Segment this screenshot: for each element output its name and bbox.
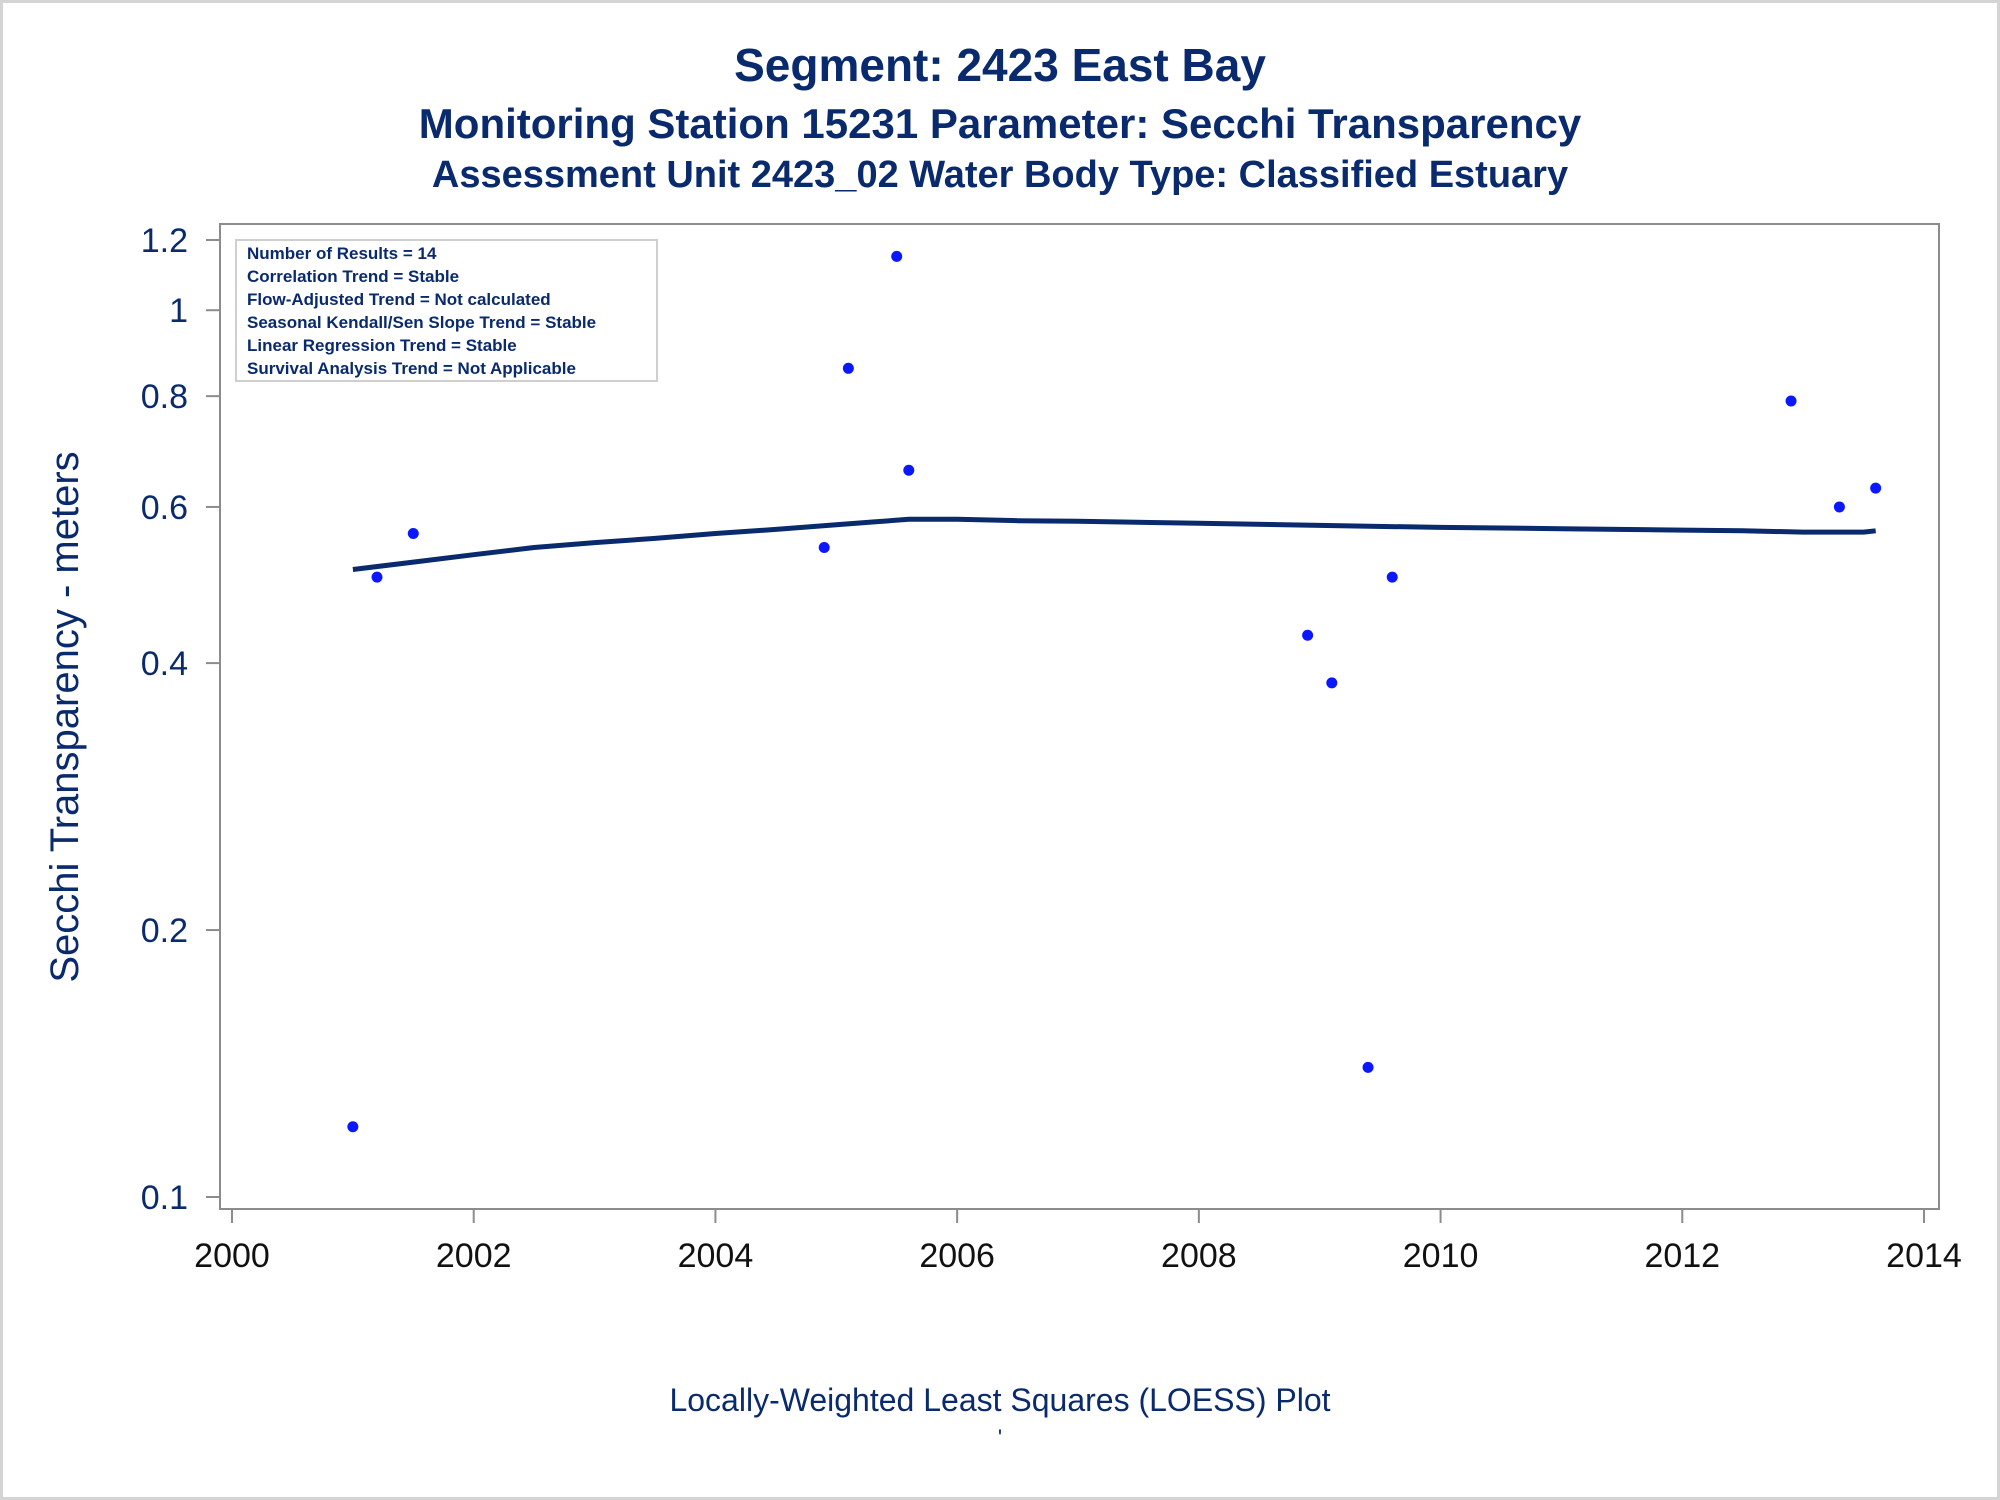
data-point xyxy=(1302,629,1314,641)
statistics-legend-box: Number of Results = 14 Correlation Trend… xyxy=(235,239,658,382)
legend-line-linear-regression: Linear Regression Trend = Stable xyxy=(247,336,517,355)
x-axis: 2000 2002 2004 2006 2008 2010 2012 2014 xyxy=(194,1209,1962,1275)
legend-line-correlation: Correlation Trend = Stable xyxy=(247,267,459,286)
chart-subtitle-assessment: Assessment Unit 2423_02 Water Body Type:… xyxy=(431,154,1569,196)
loess-layer xyxy=(352,516,1876,572)
data-point xyxy=(407,528,419,540)
data-point xyxy=(842,362,854,374)
data-point xyxy=(347,1121,359,1133)
y-tick-label: 1.2 xyxy=(141,222,188,260)
x-tick-label: 2006 xyxy=(919,1237,995,1275)
data-point xyxy=(891,250,903,262)
legend-line-flow-adjusted: Flow-Adjusted Trend = Not calculated xyxy=(247,290,551,309)
x-tick-label: 2000 xyxy=(194,1237,270,1275)
data-point xyxy=(1386,571,1398,583)
statistics-legend-border xyxy=(235,239,658,382)
legend-line-survival-analysis: Survival Analysis Trend = Not Applicable xyxy=(247,359,576,378)
data-point xyxy=(371,571,383,583)
x-tick-label: 2008 xyxy=(1161,1237,1237,1275)
data-point xyxy=(818,542,830,554)
y-tick-label: 0.1 xyxy=(141,1179,188,1217)
y-tick-label: 0.4 xyxy=(141,645,188,683)
x-tick-label: 2010 xyxy=(1403,1237,1479,1275)
footnote-method: Locally-Weighted Least Squares (LOESS) P… xyxy=(669,1382,1331,1418)
x-tick-label: 2004 xyxy=(678,1237,754,1275)
legend-line-results: Number of Results = 14 xyxy=(247,244,437,263)
data-point xyxy=(1870,482,1882,494)
y-tick-label: 0.8 xyxy=(141,378,188,416)
footnote-mark: ' xyxy=(997,1425,1003,1450)
data-point xyxy=(903,464,915,476)
y-tick-label: 1 xyxy=(169,292,188,330)
plot-area-frame xyxy=(219,223,1940,1210)
chart-subtitle-station: Monitoring Station 15231 Parameter: Secc… xyxy=(418,100,1582,147)
x-tick-label: 2002 xyxy=(436,1237,512,1275)
data-points-layer xyxy=(347,250,1882,1133)
legend-line-seasonal-kendall: Seasonal Kendall/Sen Slope Trend = Stabl… xyxy=(247,313,596,332)
chart-title: Segment: 2423 East Bay xyxy=(734,39,1266,91)
data-point xyxy=(1362,1061,1374,1073)
data-point xyxy=(1833,501,1845,513)
data-point xyxy=(1326,677,1338,689)
data-point xyxy=(1785,395,1797,407)
y-axis-label: Secchi Transparency - meters xyxy=(43,451,87,982)
y-axis: 0.1 0.2 0.4 0.6 0.8 1 1.2 xyxy=(141,222,220,1217)
y-tick-label: 0.6 xyxy=(141,489,188,527)
y-tick-label: 0.2 xyxy=(141,912,188,950)
loess-trend-line xyxy=(352,516,1876,572)
x-tick-label: 2012 xyxy=(1644,1237,1720,1275)
x-tick-label: 2014 xyxy=(1886,1237,1962,1275)
